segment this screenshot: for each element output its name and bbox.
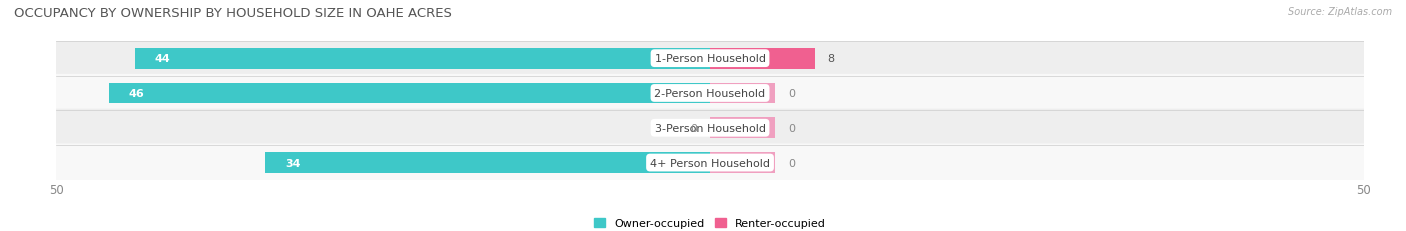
Bar <box>710 118 776 139</box>
Bar <box>135 49 710 69</box>
Bar <box>266 152 710 173</box>
Text: 1-Person Household: 1-Person Household <box>655 54 765 64</box>
FancyBboxPatch shape <box>49 144 1371 182</box>
Bar <box>710 152 776 173</box>
Bar <box>710 49 814 69</box>
Text: 34: 34 <box>285 158 301 168</box>
Bar <box>710 83 776 104</box>
Text: 2-Person Household: 2-Person Household <box>654 88 766 99</box>
Bar <box>108 83 710 104</box>
Text: 0: 0 <box>789 158 796 168</box>
Text: OCCUPANCY BY OWNERSHIP BY HOUSEHOLD SIZE IN OAHE ACRES: OCCUPANCY BY OWNERSHIP BY HOUSEHOLD SIZE… <box>14 7 451 20</box>
Text: 0: 0 <box>789 88 796 99</box>
Text: 44: 44 <box>155 54 170 64</box>
FancyBboxPatch shape <box>49 75 1371 113</box>
Text: 46: 46 <box>128 88 143 99</box>
Text: 0: 0 <box>690 123 697 133</box>
Text: 0: 0 <box>789 123 796 133</box>
FancyBboxPatch shape <box>49 109 1371 147</box>
Text: Source: ZipAtlas.com: Source: ZipAtlas.com <box>1288 7 1392 17</box>
Text: 3-Person Household: 3-Person Household <box>655 123 765 133</box>
Text: 8: 8 <box>828 54 835 64</box>
FancyBboxPatch shape <box>49 40 1371 78</box>
Legend: Owner-occupied, Renter-occupied: Owner-occupied, Renter-occupied <box>589 214 831 231</box>
Text: 4+ Person Household: 4+ Person Household <box>650 158 770 168</box>
